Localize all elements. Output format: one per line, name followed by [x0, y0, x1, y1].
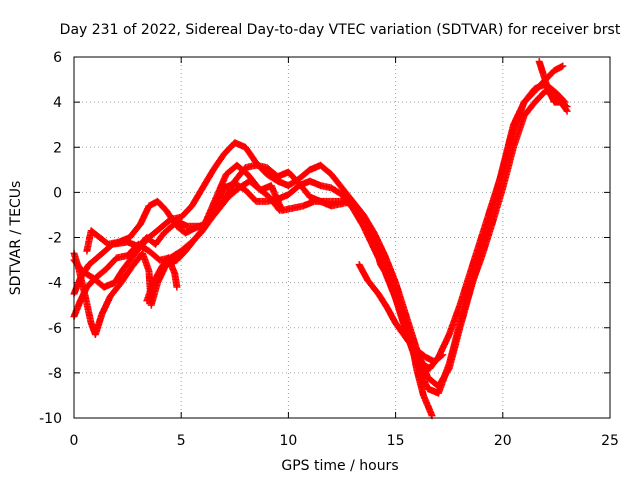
y-tick-label: -10 — [39, 411, 62, 427]
y-tick-label: 6 — [53, 50, 62, 66]
series-markers — [355, 261, 447, 366]
plot-frame — [73, 56, 611, 419]
series-arc-6 — [143, 254, 181, 305]
x-tick-label: 20 — [494, 433, 512, 449]
y-tick-label: 0 — [53, 185, 62, 201]
series-markers — [143, 254, 181, 305]
data-markers — [70, 58, 571, 420]
x-tick-label: 5 — [177, 433, 186, 449]
y-tick-label: -8 — [48, 366, 62, 382]
x-tick-label: 15 — [387, 433, 405, 449]
series-arc-8 — [535, 58, 571, 111]
y-tick-label: -4 — [48, 276, 62, 292]
y-tick-label: -2 — [48, 231, 62, 247]
y-tick-label: 4 — [53, 95, 62, 111]
x-tick-label: 10 — [279, 433, 297, 449]
y-axis-label: SDTVAR / TECUs — [8, 181, 24, 296]
series-arc-7 — [355, 261, 447, 366]
series-arc-5 — [83, 161, 284, 255]
x-tick-label: 0 — [70, 433, 79, 449]
chart-title: Day 231 of 2022, Sidereal Day-to-day VTE… — [60, 22, 621, 38]
series-markers — [535, 58, 571, 111]
series-markers — [83, 161, 284, 255]
x-axis-label: GPS time / hours — [281, 458, 398, 474]
x-tick-label: 25 — [601, 433, 619, 449]
axis-tick-labels: 0 5 10 15 20 25 -10 -8 -6 -4 -2 0 2 4 6 — [39, 50, 619, 449]
y-tick-label: 2 — [53, 140, 62, 156]
y-tick-label: -6 — [48, 321, 62, 337]
